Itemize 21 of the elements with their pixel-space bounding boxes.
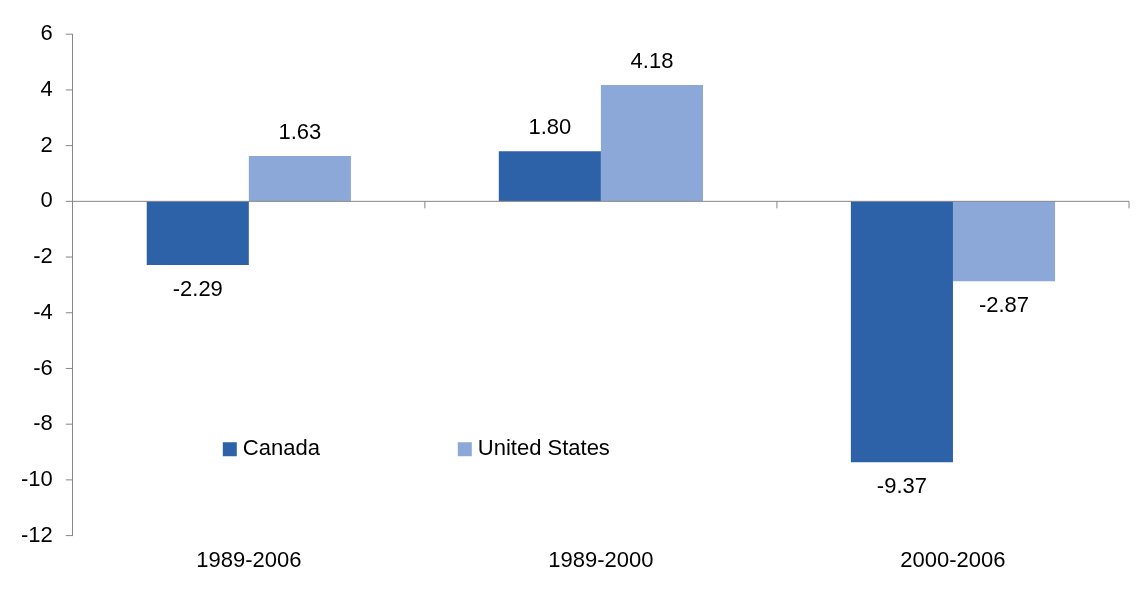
data-label: -9.37: [876, 473, 927, 499]
y-tick-label: -4: [33, 298, 53, 324]
y-tick-label: 0: [40, 187, 53, 213]
y-tick-label: -8: [33, 410, 53, 436]
data-label: -2.87: [978, 292, 1030, 318]
x-tick-label: 2000-2006: [900, 546, 1006, 572]
y-tick-label: -6: [33, 354, 53, 380]
y-tick-label: -2: [33, 243, 53, 269]
data-label: 1.80: [528, 114, 572, 140]
data-label: 1.63: [278, 118, 322, 144]
y-tick-label: 2: [40, 131, 53, 157]
y-tick-label: 6: [40, 20, 53, 46]
y-tick-label: -10: [21, 465, 53, 491]
x-tick-label: 1989-2000: [548, 546, 654, 572]
y-tick-label: 4: [40, 75, 53, 101]
legend-label: United States: [477, 435, 610, 461]
x-tick-label: 1989-2006: [196, 546, 302, 572]
legend-label: Canada: [242, 435, 321, 461]
data-label: 4.18: [630, 47, 674, 73]
data-label: -2.29: [172, 276, 223, 302]
y-tick-label: -12: [21, 521, 53, 547]
